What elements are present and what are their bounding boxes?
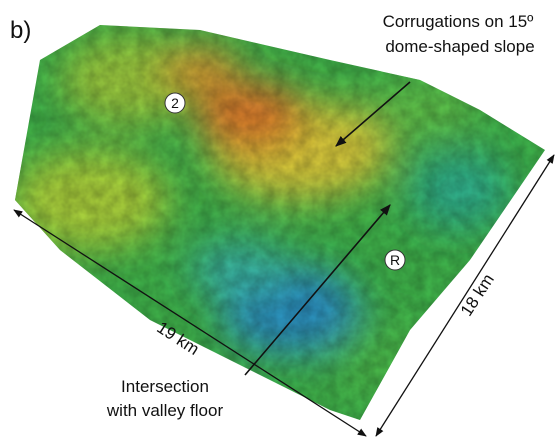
terrain bbox=[0, 0, 557, 441]
annotation: with valley floor bbox=[106, 401, 224, 420]
annotation: Intersection bbox=[121, 377, 209, 396]
marker-label: R bbox=[390, 252, 400, 268]
annotation: dome-shaped slope bbox=[385, 37, 534, 56]
panel-label: b) bbox=[10, 17, 31, 44]
scale-label: 18 km bbox=[457, 270, 498, 319]
page: {"panel_label": "b)", "annotations": {"c… bbox=[0, 0, 557, 441]
annotation: Corrugations on 15º bbox=[383, 12, 534, 31]
marker-label: 2 bbox=[171, 95, 179, 111]
figure: b) Corrugations on 15º dome-shaped slope… bbox=[0, 0, 557, 441]
